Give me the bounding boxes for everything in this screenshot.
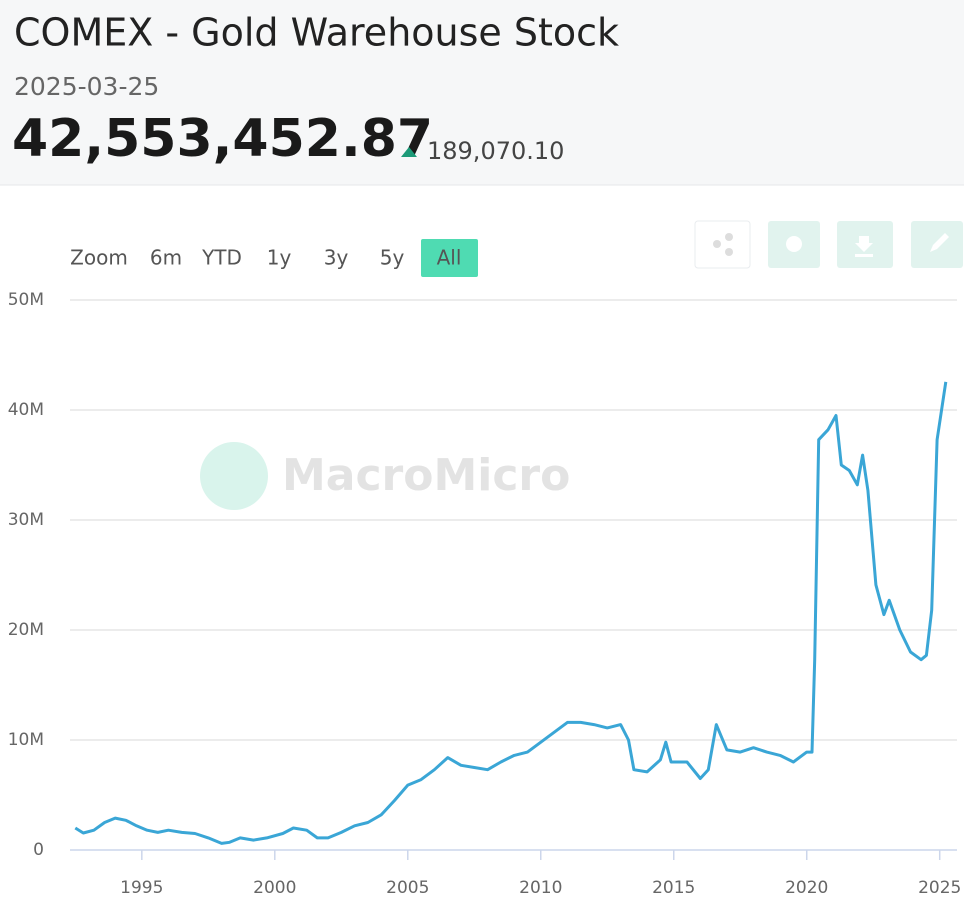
x-tick-label: 2010 [519,878,562,898]
x-tick-label: 2015 [652,878,695,898]
x-tick-label: 2020 [785,878,828,898]
data-line [74,381,948,845]
header-bg [0,0,964,185]
x-tick-label: 2005 [386,878,429,898]
range-button[interactable]: All [437,246,462,270]
x-tick-label: 2025 [918,878,961,898]
y-tick-label: 50M [8,290,44,310]
watermark: MacroMicro [282,450,570,501]
range-button[interactable]: 6m [150,246,182,270]
y-tick-label: 40M [8,400,44,420]
y-tick-label: 20M [8,620,44,640]
y-tick-label: 10M [8,730,44,750]
x-tick-label: 2000 [253,878,296,898]
up-arrow [401,147,417,157]
title: COMEX - Gold Warehouse Stock [14,11,619,55]
range-button[interactable]: YTD [201,246,242,270]
current-value: 42,553,452.87 [12,109,433,169]
change: 189,070.10 [427,137,564,165]
edit-icon [930,233,949,252]
y-tick-label: 0 [33,840,44,860]
x-tick-label: 1995 [120,878,163,898]
share-button[interactable] [694,220,751,269]
range-button[interactable]: 3y [324,246,349,270]
share-icon [713,233,733,256]
watermark-logo [200,442,268,510]
date: 2025-03-25 [14,72,159,101]
download-icon [855,236,873,257]
range-button[interactable]: 1y [267,246,292,270]
range-selector: Zoom 6m YTD 1y 3y 5y All [70,239,478,277]
range-button[interactable]: 5y [380,246,405,270]
range-button-active[interactable] [421,239,478,277]
zoom-label: Zoom [70,246,128,270]
y-tick-label: 30M [8,510,44,530]
settings-icon [786,236,802,252]
